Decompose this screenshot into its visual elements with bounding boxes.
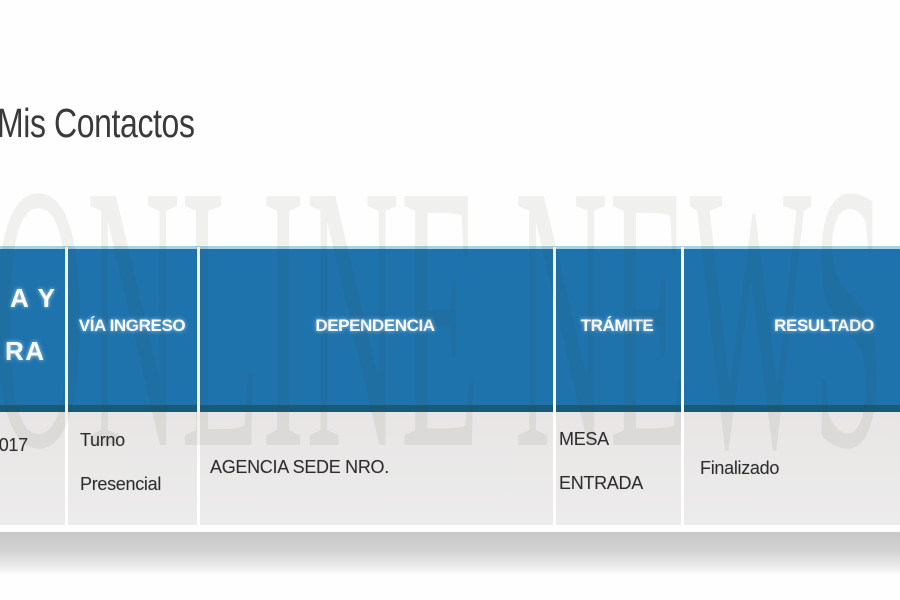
cell-fecha: 2017 xyxy=(0,435,28,455)
cell-dependencia: AGENCIA SEDE NRO. xyxy=(210,457,389,477)
table-header-band xyxy=(0,246,900,405)
table-header-bottom-edge xyxy=(0,405,900,412)
cell-via-ingreso-line1: Turno xyxy=(80,430,125,450)
header-fecha-y-hora-line1: A Y xyxy=(10,283,57,313)
cell-tramite-line1: MESA xyxy=(559,429,609,449)
column-separator xyxy=(553,247,556,525)
column-separator xyxy=(681,247,684,525)
column-separator xyxy=(197,247,200,525)
header-tramite: TRÁMITE xyxy=(580,316,654,335)
header-via-ingreso: VÍA INGRESO xyxy=(78,316,186,335)
cell-tramite-line2: ENTRADA xyxy=(559,473,643,493)
cell-resultado: Finalizado xyxy=(700,458,780,478)
table-row xyxy=(0,412,900,525)
horizontal-scrollbar[interactable] xyxy=(0,532,900,574)
page-title: Mis Contactos xyxy=(0,100,195,146)
column-separator xyxy=(65,247,68,525)
header-dependencia: DEPENDENCIA xyxy=(315,316,435,335)
cell-via-ingreso-line2: Presencial xyxy=(80,474,162,494)
header-resultado: RESULTADO xyxy=(774,316,874,335)
header-fecha-y-hora-line2: RA xyxy=(5,336,46,366)
